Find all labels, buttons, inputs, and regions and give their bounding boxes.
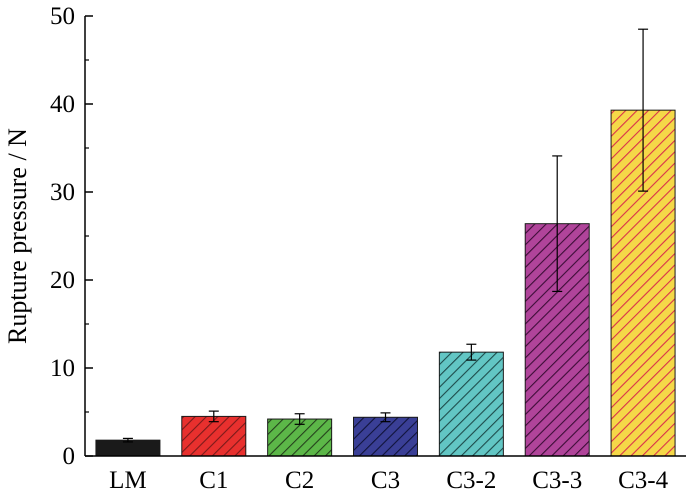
- y-tick-label-0: 0: [63, 443, 76, 470]
- y-tick-label-10: 10: [50, 355, 75, 382]
- axes: [84, 15, 686, 457]
- error-bar-c3-2: [466, 343, 477, 361]
- x-tick-label-c2: C2: [285, 467, 314, 494]
- error-bar-c3-3: [552, 155, 563, 293]
- y-tick-label-30: 30: [50, 179, 75, 206]
- x-tick-label-c1: C1: [199, 467, 228, 494]
- y-tick-labels: 0 10 20 30 40 50: [50, 3, 75, 470]
- bar-c2: [267, 418, 333, 457]
- error-bar-c2: [294, 413, 305, 425]
- error-bar-c3: [380, 412, 391, 423]
- bar-c3-2: [438, 351, 504, 457]
- x-tick-label-lm: LM: [109, 467, 147, 494]
- y-tick-label-20: 20: [50, 267, 75, 294]
- x-tick-label-c3-4: C3-4: [618, 467, 669, 494]
- error-bar-c1: [208, 410, 219, 423]
- x-tick-label-c3-3: C3-3: [532, 467, 582, 494]
- bar-lm: [95, 439, 161, 457]
- bars-layer: [95, 109, 676, 457]
- y-tick-label-50: 50: [50, 3, 75, 30]
- y-axis-title: Rupture pressure / N: [3, 128, 32, 344]
- error-bar-c3-4: [638, 28, 649, 192]
- error-bars-layer: [122, 28, 649, 443]
- error-bar-lm: [122, 437, 133, 443]
- x-tick-label-c3: C3: [371, 467, 400, 494]
- x-tick-labels: LM C1 C2 C3 C3-2 C3-3 C3-4: [109, 467, 668, 494]
- bar-c3: [353, 416, 418, 457]
- bar-c1: [181, 415, 247, 457]
- x-tick-label-c3-2: C3-2: [446, 467, 496, 494]
- y-tick-label-40: 40: [50, 91, 75, 118]
